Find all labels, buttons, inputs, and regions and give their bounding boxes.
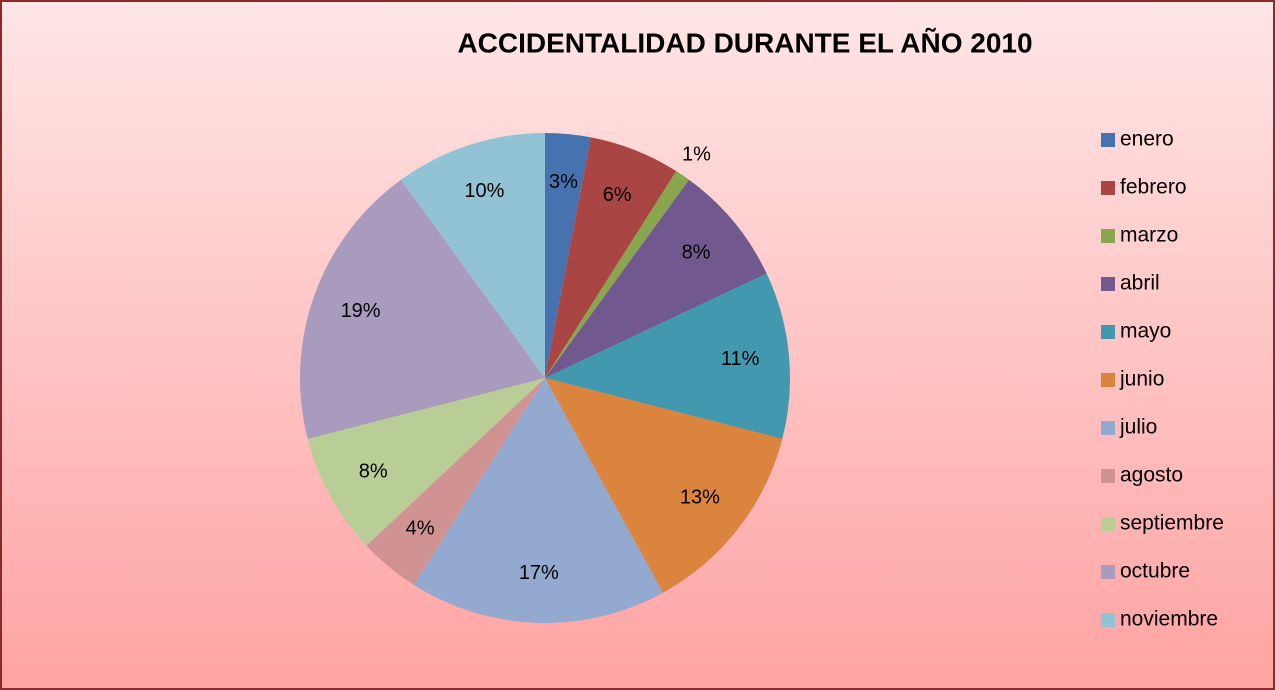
pie-slice bbox=[400, 133, 545, 378]
legend-label: febrero bbox=[1120, 176, 1187, 199]
legend-swatch bbox=[1101, 517, 1115, 531]
data-label: 17% bbox=[519, 562, 559, 584]
legend-label: julio bbox=[1119, 416, 1157, 439]
pie-slice bbox=[545, 273, 790, 439]
data-label: 8% bbox=[359, 461, 388, 483]
legend-label: octubre bbox=[1120, 560, 1190, 583]
legend-label: marzo bbox=[1120, 224, 1178, 247]
legend-swatch bbox=[1101, 613, 1115, 627]
pie-slice bbox=[366, 378, 545, 585]
pie-slice bbox=[545, 378, 783, 593]
chart-title: ACCIDENTALIDAD DURANTE EL AÑO 2010 bbox=[457, 27, 1032, 58]
legend-label: enero bbox=[1120, 128, 1174, 151]
legend-label: junio bbox=[1119, 368, 1164, 391]
data-label: 10% bbox=[464, 180, 504, 202]
pie-slice bbox=[545, 179, 767, 378]
legend-swatch bbox=[1101, 421, 1115, 435]
legend-swatch bbox=[1101, 277, 1115, 291]
legend-swatch bbox=[1101, 373, 1115, 387]
pie-slice bbox=[545, 171, 690, 378]
pie-slice bbox=[307, 378, 545, 546]
legend-swatch bbox=[1101, 133, 1115, 147]
legend-label: septiembre bbox=[1120, 512, 1224, 535]
pie-slice bbox=[545, 133, 591, 378]
data-label: 1% bbox=[682, 143, 711, 165]
data-label: 4% bbox=[406, 517, 435, 539]
legend-label: mayo bbox=[1120, 320, 1171, 343]
data-label: 8% bbox=[682, 241, 711, 263]
legend-label: noviembre bbox=[1120, 608, 1218, 631]
legend-swatch bbox=[1101, 565, 1115, 579]
pie-slice bbox=[299, 179, 545, 439]
legend-swatch bbox=[1101, 325, 1115, 339]
legend-swatch bbox=[1101, 229, 1115, 243]
data-label: 19% bbox=[341, 300, 381, 322]
legend-swatch bbox=[1101, 181, 1115, 195]
legend-swatch bbox=[1101, 469, 1115, 483]
pie-slice bbox=[413, 378, 664, 623]
pie-slice bbox=[545, 137, 677, 378]
data-label: 11% bbox=[721, 348, 760, 370]
data-label: 3% bbox=[549, 171, 578, 193]
legend-label: abril bbox=[1120, 272, 1160, 295]
data-label: 13% bbox=[680, 486, 720, 508]
legend-label: agosto bbox=[1120, 464, 1183, 487]
data-label: 6% bbox=[603, 184, 632, 206]
